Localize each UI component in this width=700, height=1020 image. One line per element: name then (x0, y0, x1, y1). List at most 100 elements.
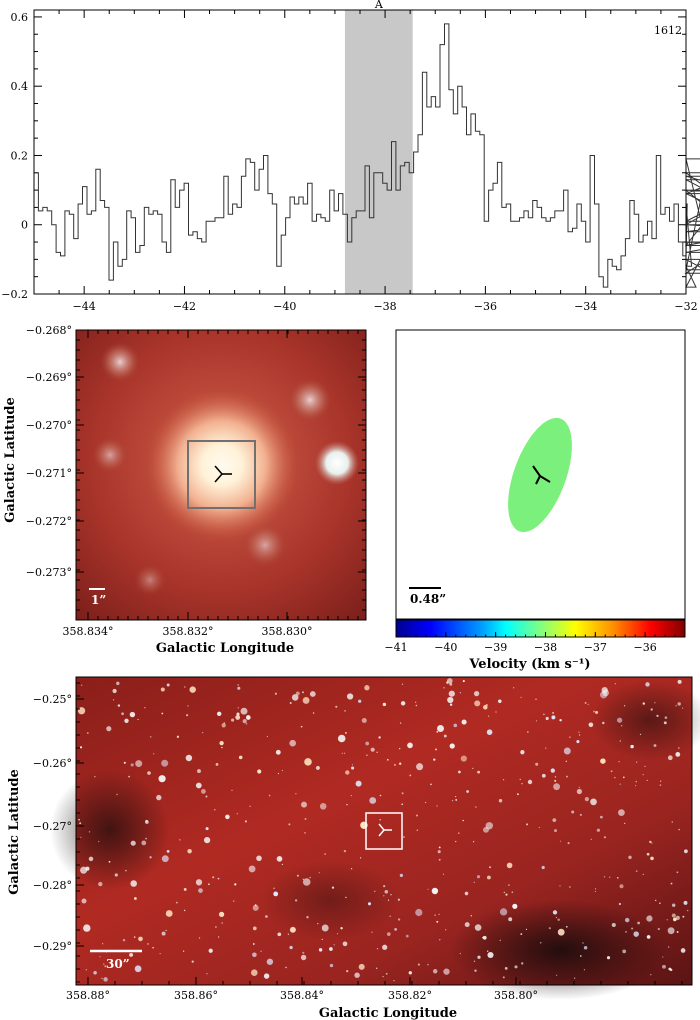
background-star (215, 763, 219, 766)
zoom-ytick-0: −0.268° (26, 324, 72, 337)
background-star (382, 944, 388, 950)
background-star (436, 920, 439, 923)
background-star (309, 691, 316, 697)
background-star (295, 793, 297, 795)
spectrum-panel: A −44 −42 −40 −38 −36 −34 −32 −0.2 0 0.2 0.4 0.6 16… (1, 0, 700, 313)
background-star (680, 948, 686, 953)
background-star (401, 683, 404, 685)
velocity-marker-icon (532, 465, 551, 485)
background-star (78, 818, 80, 821)
background-star (566, 775, 568, 778)
background-star (474, 969, 477, 972)
spectrum-ytick-label: 0.6 (11, 11, 29, 24)
zoom-xlabel: Galactic Longitude (156, 641, 294, 656)
spectrum-xtick-label: −36 (474, 300, 497, 313)
background-star (458, 770, 461, 774)
spectrum-xtick-label: −34 (574, 300, 597, 313)
spectrum-region-label: A (374, 0, 384, 11)
background-star (618, 809, 625, 816)
spectrum-xtick-label: −42 (173, 300, 196, 313)
background-star (302, 878, 311, 886)
wide-xtick-1: 358.86° (174, 989, 218, 1002)
colorbar-tick-label: −40 (434, 641, 457, 654)
background-star (81, 898, 87, 904)
background-star (502, 976, 505, 979)
zoom-ytick-4: −0.272° (26, 515, 72, 528)
background-star (416, 829, 418, 831)
background-star (231, 789, 233, 792)
wide-xtick-0: 358.88° (66, 989, 110, 1002)
spectrum-xtick-label: −32 (674, 300, 697, 313)
background-star (557, 918, 560, 921)
background-star (675, 915, 680, 921)
background-star (234, 883, 237, 886)
background-star (315, 765, 320, 770)
colorbar-tick-label: −38 (534, 641, 557, 654)
background-star (350, 794, 353, 797)
background-star (350, 868, 353, 870)
background-star (569, 886, 571, 888)
background-star (221, 723, 226, 728)
background-star (459, 952, 461, 955)
background-star (660, 780, 662, 782)
background-star (683, 900, 688, 905)
background-star (291, 694, 299, 701)
spectrum-ytick-label: 0.4 (11, 80, 29, 93)
background-star (559, 840, 562, 842)
background-star (123, 761, 126, 764)
background-star (545, 747, 547, 749)
background-star (415, 814, 419, 817)
background-star (236, 712, 240, 716)
background-star (539, 942, 542, 944)
background-star (385, 972, 388, 975)
background-star (289, 945, 293, 950)
background-star (329, 947, 333, 951)
background-star (257, 769, 262, 774)
background-star (622, 949, 627, 954)
background-star (129, 711, 136, 718)
background-star (384, 890, 389, 894)
background-star (195, 879, 203, 886)
spectrum-ytick-label: 0 (21, 219, 28, 232)
background-star (634, 785, 637, 787)
background-star (635, 781, 637, 783)
background-star (294, 899, 298, 902)
background-star (184, 909, 186, 912)
background-star (364, 685, 370, 691)
background-star (159, 952, 161, 955)
background-star (602, 689, 610, 697)
background-star (554, 779, 557, 782)
background-star (571, 810, 575, 814)
background-star (189, 686, 196, 693)
background-star (618, 761, 620, 763)
background-star (335, 705, 338, 708)
background-star (306, 916, 309, 919)
background-star (614, 777, 616, 779)
background-star (256, 855, 262, 862)
background-star (102, 943, 104, 945)
background-star (434, 914, 436, 916)
background-star (116, 793, 118, 796)
background-star (208, 948, 213, 953)
zoom-ytick-1: −0.269° (26, 371, 72, 384)
background-star (520, 933, 523, 936)
background-star (202, 732, 204, 734)
background-star (121, 712, 124, 716)
background-star (525, 928, 528, 931)
background-star (682, 707, 684, 709)
background-star (134, 897, 137, 900)
background-star (128, 775, 130, 778)
background-star (266, 735, 268, 738)
background-star (355, 780, 362, 787)
background-star (134, 965, 142, 973)
background-star (93, 971, 97, 975)
background-star (185, 754, 193, 762)
background-star (389, 915, 391, 918)
zoom-ytick-3: −0.271° (26, 467, 72, 480)
wide-xtick-3: 358.82° (388, 989, 432, 1002)
background-star (466, 790, 469, 793)
background-star (304, 758, 312, 766)
background-star (337, 734, 346, 743)
background-star (631, 927, 634, 930)
background-star (145, 819, 148, 823)
